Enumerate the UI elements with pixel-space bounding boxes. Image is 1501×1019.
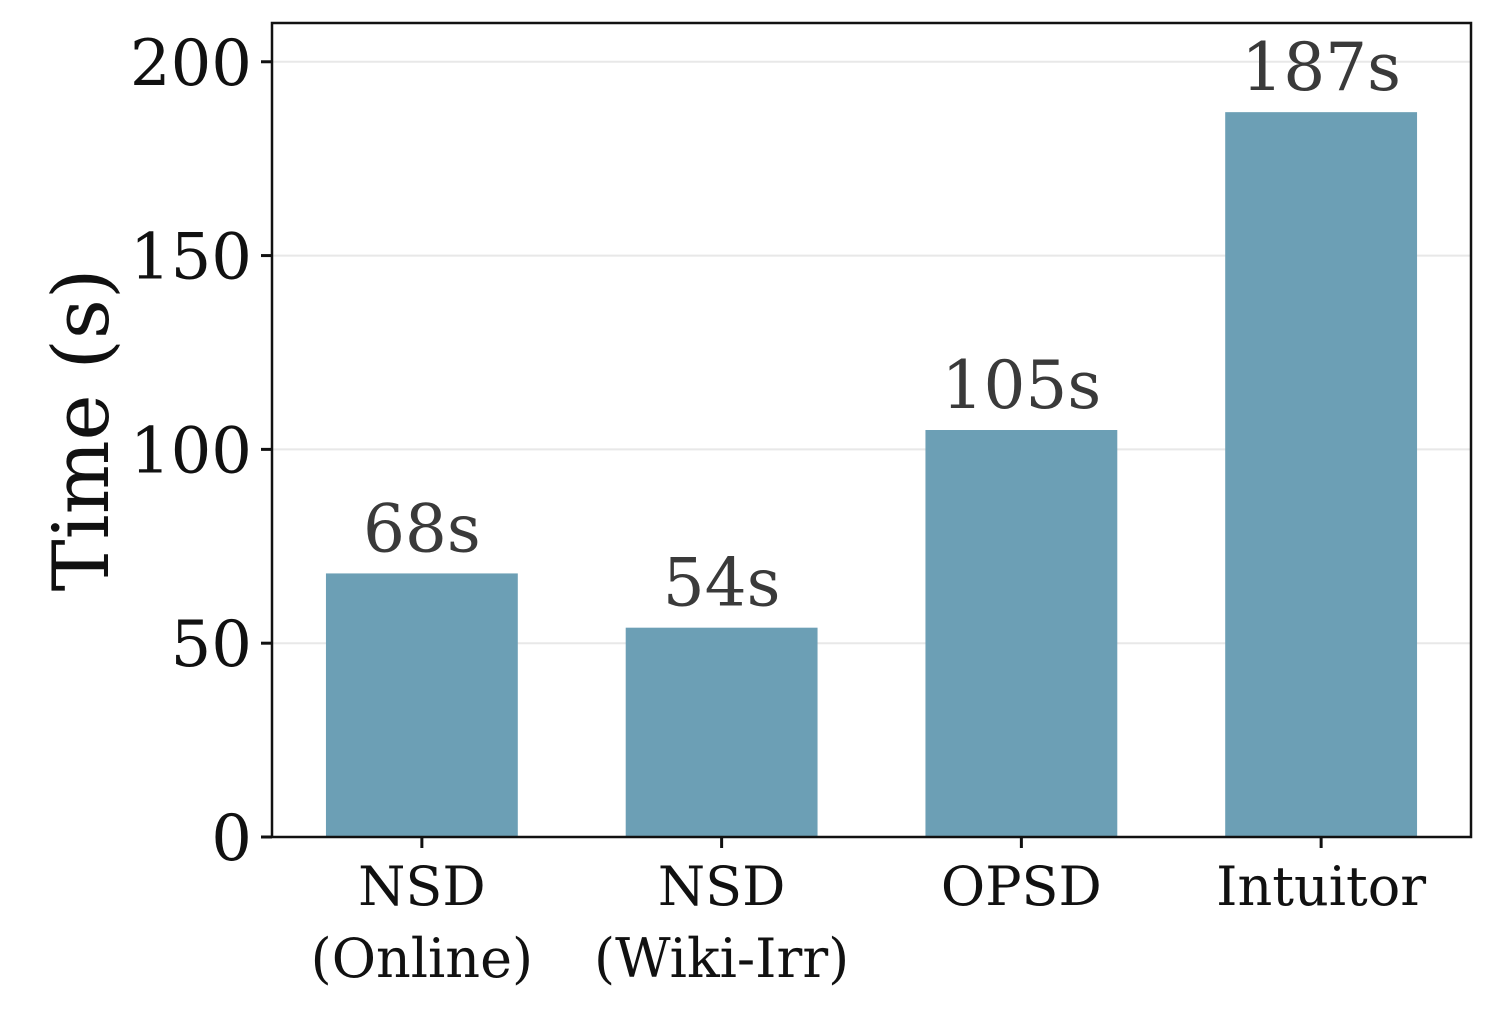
x-tick-label: OPSD bbox=[941, 855, 1102, 918]
x-tick-label: NSD bbox=[358, 855, 486, 918]
x-tick-label: NSD bbox=[658, 855, 786, 918]
bar bbox=[925, 430, 1118, 837]
plot-frame bbox=[270, 21, 1473, 839]
x-axis-ticks: NSD (Online) NSD (Wiki-Irr) OPSD Intuitor bbox=[311, 837, 1426, 990]
bar bbox=[625, 627, 818, 837]
bar-value-label: 105s bbox=[941, 347, 1101, 424]
bar bbox=[1225, 112, 1418, 837]
x-tick-label: (Online) bbox=[311, 927, 533, 990]
bar bbox=[325, 573, 518, 837]
bars bbox=[325, 112, 1418, 837]
bar-value-label: 54s bbox=[663, 545, 781, 622]
data-labels: 68s 54s 105s 187s bbox=[363, 29, 1401, 622]
x-tick-label: (Wiki-Irr) bbox=[594, 927, 849, 990]
y-tick-label: 150 bbox=[130, 221, 252, 295]
bar-value-label: 68s bbox=[363, 490, 481, 567]
y-tick-label: 100 bbox=[130, 414, 252, 488]
bar-value-label: 187s bbox=[1241, 29, 1401, 106]
y-tick-label: 200 bbox=[130, 27, 252, 101]
y-axis-ticks: 0 50 100 150 200 bbox=[130, 27, 272, 876]
y-tick-label: 0 bbox=[211, 802, 252, 876]
y-tick-label: 50 bbox=[171, 608, 252, 682]
y-axis-title: Time (s) bbox=[37, 269, 127, 592]
x-tick-label: Intuitor bbox=[1216, 855, 1426, 918]
